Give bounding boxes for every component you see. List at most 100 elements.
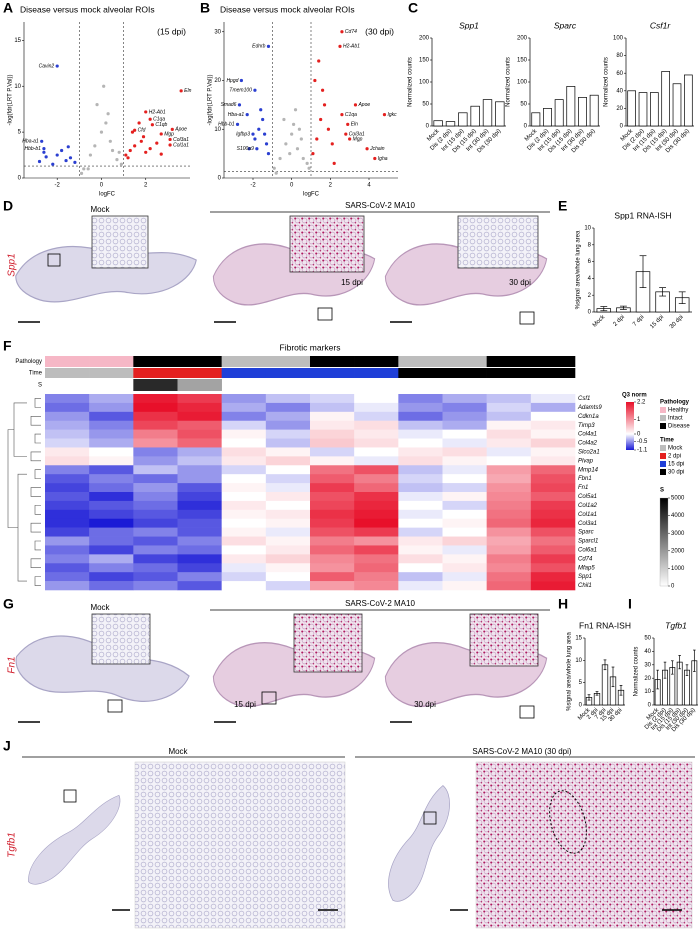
colorbar-tick-label: 2.2 bbox=[637, 400, 646, 406]
legend-swatch bbox=[660, 415, 666, 421]
heatmap-cell bbox=[310, 536, 355, 546]
point bbox=[313, 78, 317, 83]
heatmap-cell bbox=[133, 536, 178, 546]
heatmap-cell bbox=[45, 545, 90, 555]
heatmap-cell bbox=[221, 581, 267, 591]
point bbox=[330, 142, 334, 146]
zoom-box bbox=[317, 307, 333, 321]
heatmap-cell bbox=[398, 411, 443, 422]
y-axis-label: Normalized counts bbox=[506, 57, 512, 107]
heatmap-cell bbox=[398, 527, 443, 537]
heatmap-cell bbox=[486, 500, 532, 511]
point bbox=[353, 103, 358, 107]
point bbox=[288, 152, 292, 156]
point bbox=[126, 156, 130, 160]
point bbox=[373, 156, 377, 161]
dendrogram bbox=[13, 402, 27, 457]
heatmap-cell bbox=[354, 411, 399, 422]
row-label: Timp3 bbox=[578, 423, 595, 429]
y-axis-label: Normalized counts bbox=[408, 57, 414, 107]
heatmap-cell bbox=[177, 581, 222, 591]
heatmap-cell bbox=[398, 447, 443, 457]
legend-label: Intact bbox=[668, 416, 683, 422]
heatmap-cell bbox=[398, 500, 443, 511]
point bbox=[348, 137, 352, 141]
bar bbox=[458, 112, 468, 127]
heatmap-cell bbox=[398, 554, 443, 564]
zoom-box bbox=[47, 253, 61, 267]
heatmap-cell bbox=[442, 474, 487, 484]
point bbox=[278, 156, 282, 161]
heatmap-cell bbox=[89, 465, 134, 475]
point bbox=[259, 108, 263, 112]
heatmap-cell bbox=[310, 465, 355, 475]
point bbox=[102, 84, 106, 88]
y-tick-label: 8 bbox=[588, 242, 592, 248]
point bbox=[93, 144, 97, 148]
chart-title: Spp1 RNA-ISH bbox=[614, 210, 671, 220]
y-tick-label: 10 bbox=[575, 658, 582, 664]
heatmap-cell bbox=[177, 420, 222, 430]
colorbar-title: Q3 norm bbox=[622, 393, 647, 399]
chart-title: Disease versus mock alveolar ROIs bbox=[20, 4, 155, 14]
point-label: Hbb-b1 bbox=[25, 146, 42, 152]
bar bbox=[627, 90, 636, 127]
heatmap-cell bbox=[486, 527, 532, 537]
point bbox=[297, 127, 301, 131]
point-label: S100a9 bbox=[237, 146, 254, 152]
heatmap-cell bbox=[486, 563, 532, 573]
s-scale-tick-label: 4000 bbox=[671, 513, 685, 519]
point bbox=[338, 44, 342, 48]
heatmap-cell bbox=[265, 527, 311, 537]
heatmap-cell bbox=[177, 402, 222, 413]
heatmap-cell bbox=[442, 483, 487, 493]
point bbox=[293, 108, 298, 112]
heatmap-cell bbox=[354, 554, 399, 564]
s-scale-tick-label: 0 bbox=[671, 584, 675, 590]
heatmap-cell bbox=[45, 492, 90, 502]
x-tick-label: 2 bbox=[144, 183, 148, 189]
point-label: Cavin2 bbox=[39, 63, 55, 69]
chart-title: Tgfb1 bbox=[665, 620, 687, 630]
heatmap-cell bbox=[354, 518, 399, 528]
bar bbox=[543, 108, 552, 127]
heatmap-cell bbox=[486, 420, 532, 430]
heatmap-cell bbox=[442, 554, 487, 564]
row-label: Spp1 bbox=[578, 574, 592, 580]
heatmap-cell bbox=[530, 429, 576, 439]
zoom-box bbox=[423, 811, 437, 825]
heatmap-cell bbox=[221, 456, 267, 466]
point-label: Hpgd bbox=[226, 78, 238, 84]
heatmap-cell bbox=[486, 536, 532, 546]
row-label: Col4a2 bbox=[578, 441, 598, 447]
bar bbox=[638, 92, 648, 127]
legend-swatch bbox=[660, 461, 666, 467]
heatmap-cell bbox=[133, 492, 178, 502]
heatmap-cell bbox=[265, 429, 311, 439]
point bbox=[110, 148, 115, 153]
heatmap-cell bbox=[486, 509, 532, 520]
point-label: Apoe bbox=[174, 127, 187, 133]
row-label: Slco2a1 bbox=[578, 449, 600, 455]
y-tick-label: 150 bbox=[517, 58, 528, 64]
chart-title: Fn1 RNA-ISH bbox=[579, 620, 631, 630]
s-scale-tick-label: 1000 bbox=[671, 566, 685, 572]
zoom-box bbox=[519, 311, 535, 325]
point-label: H2-Ab1 bbox=[149, 109, 166, 115]
s-scale-tick-label: 5000 bbox=[671, 496, 685, 502]
heatmap-cell bbox=[221, 554, 267, 564]
point bbox=[295, 147, 300, 151]
heatmap-cell bbox=[89, 518, 134, 528]
point-label: C1qb bbox=[155, 122, 167, 128]
y-axis-label: Normalized counts bbox=[604, 57, 610, 107]
heatmap-cell bbox=[89, 545, 134, 555]
heatmap-cell bbox=[310, 500, 355, 511]
y-tick-label: 5 bbox=[579, 680, 583, 686]
y-tick-label: 0 bbox=[620, 124, 624, 130]
point bbox=[108, 139, 112, 143]
heatmap-cell bbox=[265, 465, 311, 475]
inset bbox=[289, 215, 365, 273]
heatmap-cell bbox=[221, 536, 267, 546]
heatmap-cell bbox=[89, 527, 134, 537]
heatmap-cell bbox=[177, 447, 222, 457]
